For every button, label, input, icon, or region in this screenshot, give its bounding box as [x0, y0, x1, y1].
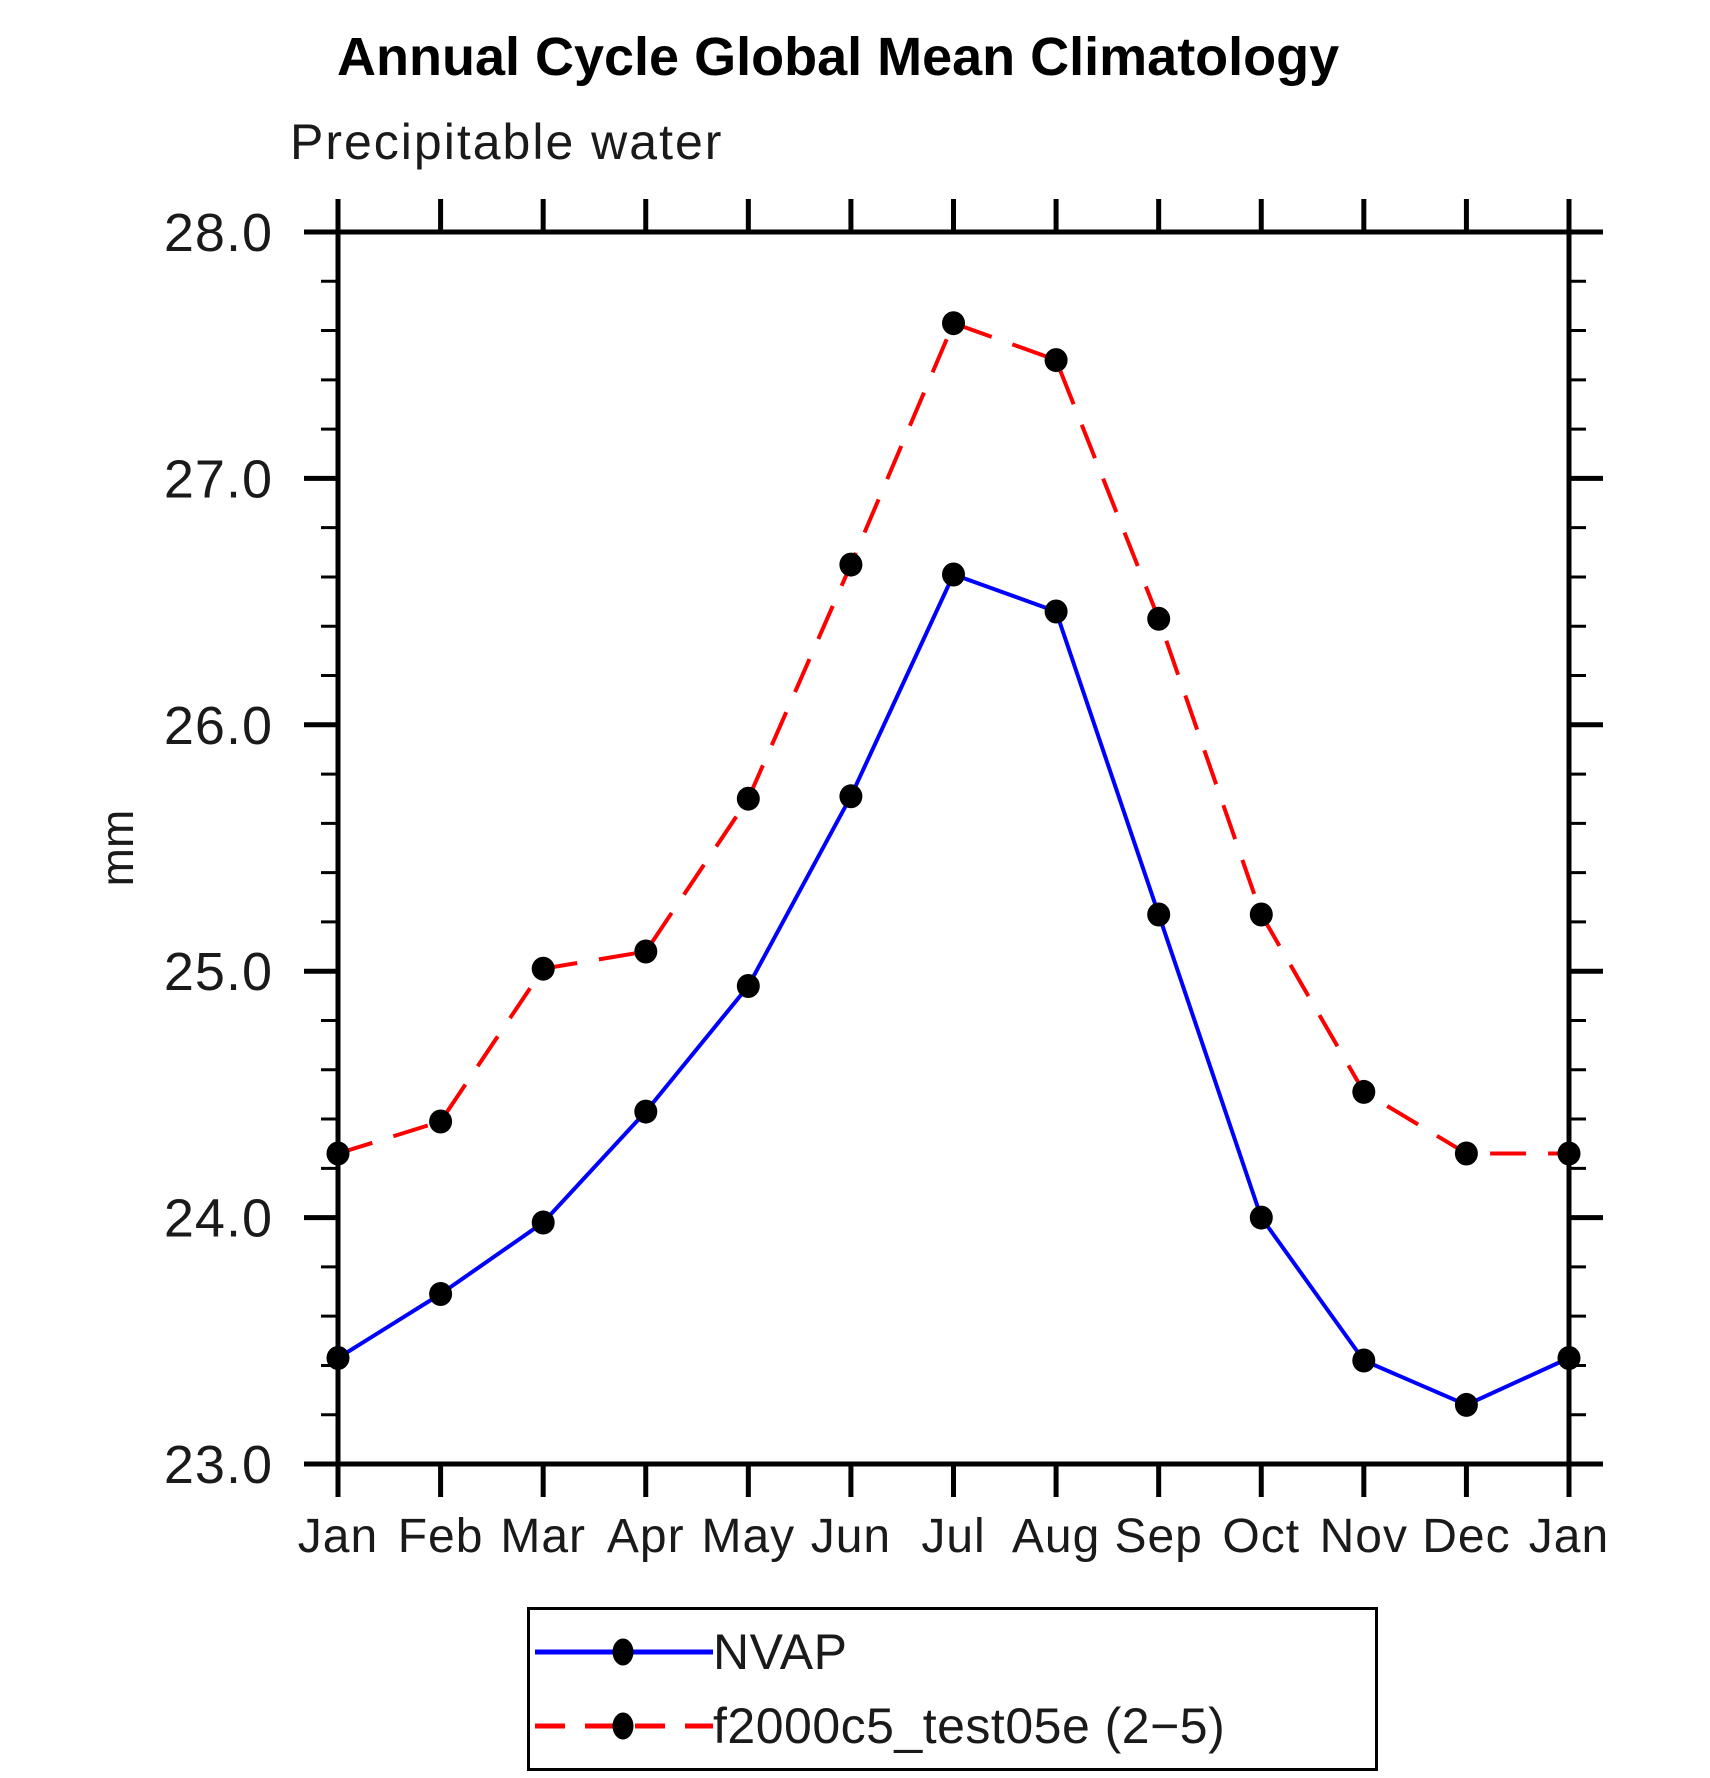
legend-marker [612, 1638, 634, 1666]
data-point-marker [429, 1109, 453, 1134]
legend-swatch-solid-line [535, 1638, 713, 1666]
legend: NVAP f2000c5_test05e (2−5) [527, 1607, 1378, 1771]
legend-marker [612, 1712, 634, 1740]
data-point-marker [942, 311, 965, 336]
data-point-marker [1249, 1205, 1273, 1230]
x-tick-label: Mar [500, 1510, 586, 1563]
data-point-marker [1352, 1079, 1376, 1104]
data-point-marker [839, 552, 863, 577]
data-point-marker [1352, 1348, 1376, 1373]
x-tick-label: Feb [398, 1510, 484, 1563]
x-tick-label: Nov [1320, 1510, 1408, 1563]
chart-title: Annual Cycle Global Mean Climatology [337, 27, 1340, 87]
data-point-marker [1557, 1141, 1581, 1166]
data-point-marker [326, 1346, 350, 1370]
x-tick-label: Dec [1422, 1510, 1510, 1563]
data-point-marker [736, 786, 760, 811]
x-tick-label: Jan [298, 1510, 378, 1563]
chart-subtitle: Precipitable water [290, 114, 724, 170]
data-point-marker [429, 1282, 453, 1306]
data-point-marker [634, 1099, 658, 1124]
plot-frame [335, 229, 1572, 1467]
data-point-marker [1454, 1141, 1478, 1166]
x-tick-label: Apr [607, 1510, 685, 1563]
series-line-1 [337, 321, 1569, 1156]
data-point-marker [531, 956, 555, 981]
data-point-marker [1557, 1346, 1581, 1370]
legend-item-nvap: NVAP [535, 1622, 847, 1682]
x-tick-label: Aug [1012, 1510, 1100, 1563]
data-point-marker [531, 1210, 555, 1235]
x-tick-label: May [701, 1510, 795, 1563]
data-point-marker [839, 784, 863, 809]
series-line-0 [336, 572, 1570, 1407]
y-tick-label: 28.0 [164, 203, 273, 263]
data-point-marker [942, 562, 965, 587]
x-tick-label: Jun [811, 1510, 891, 1563]
legend-swatch-dashed-line [535, 1712, 713, 1740]
data-point-marker [326, 1141, 350, 1166]
data-point-marker [736, 974, 760, 998]
data-point-marker [1147, 606, 1171, 631]
data-point-marker [1044, 599, 1068, 624]
data-point-marker [1454, 1392, 1478, 1417]
legend-label-f2000c5: f2000c5_test05e (2−5) [713, 1698, 1226, 1754]
x-tick-label: Jul [921, 1510, 985, 1563]
y-tick-label: 27.0 [164, 449, 273, 509]
legend-label-nvap: NVAP [713, 1624, 848, 1680]
data-point-marker [1044, 348, 1068, 373]
y-tick-label: 24.0 [164, 1189, 273, 1249]
data-point-marker [1249, 902, 1273, 927]
x-tick-label: Oct [1222, 1510, 1300, 1563]
data-point-marker [634, 939, 658, 964]
y-tick-label: 25.0 [164, 942, 273, 1002]
legend-item-f2000c5: f2000c5_test05e (2−5) [535, 1696, 1225, 1756]
x-tick-label: Jan [1529, 1510, 1609, 1563]
y-tick-label: 23.0 [164, 1435, 273, 1495]
x-tick-label: Sep [1114, 1510, 1202, 1563]
data-point-marker [1147, 902, 1171, 927]
y-tick-label: 26.0 [164, 696, 273, 756]
